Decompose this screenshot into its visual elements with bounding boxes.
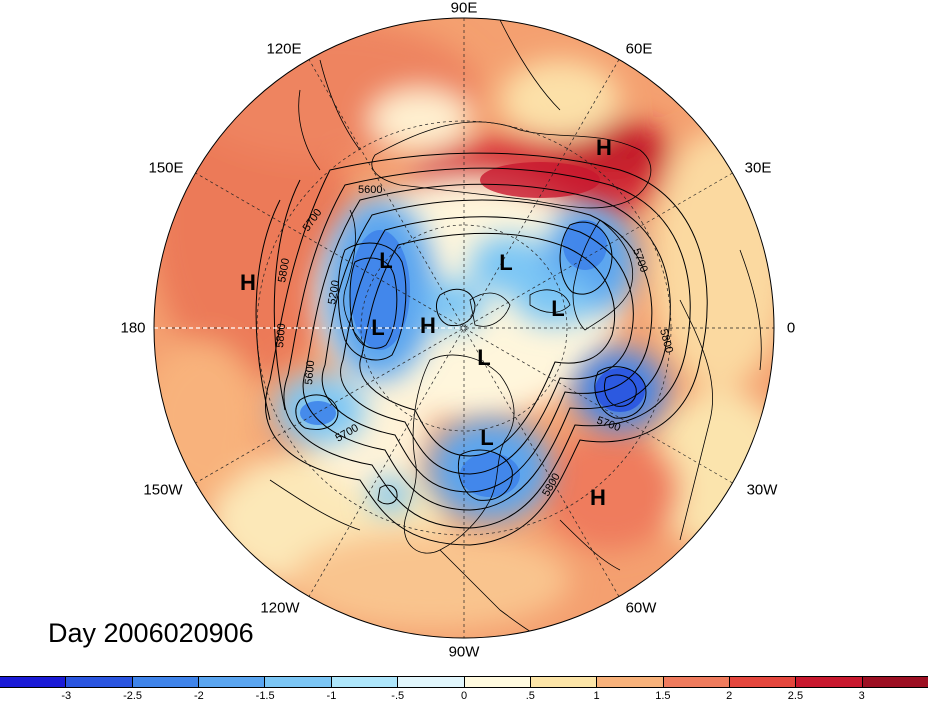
- polar-stereographic-map: 5600 5700 5800 5200 5800 5600 5700 5700 …: [153, 17, 775, 639]
- colorbar-segment: [530, 677, 598, 687]
- contour-label: 5800: [276, 257, 292, 283]
- colorbar-segment: [132, 677, 200, 687]
- lon-label-0: 0: [786, 319, 796, 337]
- high-center-atlantic: H: [590, 485, 606, 510]
- colorbar-segment: [0, 677, 67, 687]
- colorbar-tick-label: -1: [326, 690, 337, 702]
- contour-label: 5600: [303, 360, 317, 385]
- pressure-center-group: H H H H L L L L L L: [240, 135, 612, 510]
- colorbar-segment: [265, 677, 332, 687]
- contour-label: 5600: [358, 184, 382, 196]
- colorbar-segment: [464, 677, 531, 687]
- colorbar-tick-label: -.5: [391, 690, 405, 702]
- colorbar-tick-label: -1.5: [255, 690, 275, 702]
- colorbar-tick-label: 1: [593, 690, 600, 702]
- colorbar-segment: [597, 677, 664, 687]
- lon-label-120w: 120W: [260, 599, 300, 617]
- lon-label-60w: 60W: [625, 599, 657, 617]
- colorbar-tick-label: 2.5: [787, 690, 804, 702]
- lon-label-60e: 60E: [625, 40, 653, 58]
- lon-label-30w: 30W: [746, 481, 778, 499]
- low-center-canada-north: L: [477, 345, 490, 370]
- high-center-russia: H: [596, 135, 612, 160]
- coastlines: [269, 19, 762, 638]
- colorbar-tick-label: -3: [61, 690, 72, 702]
- page-title: Day 2006020906: [48, 618, 254, 648]
- lon-label-180: 180: [120, 319, 146, 337]
- colorbar-segment: [398, 677, 465, 687]
- colorbar-segment: [729, 677, 797, 687]
- colorbar-tick-label: 1.5: [655, 690, 671, 702]
- lon-label-150e: 150E: [148, 159, 184, 177]
- low-center-hudson: L: [480, 425, 493, 450]
- lon-label-90e: 90E: [450, 0, 478, 17]
- contour-label: 5800: [274, 323, 288, 348]
- colorbar-segment: [199, 677, 266, 687]
- colorbar-segment: [66, 677, 133, 687]
- colorbar-segment: [862, 677, 928, 687]
- colorbar-tick-label: 0: [460, 690, 468, 702]
- contour-label: 5200: [326, 279, 342, 305]
- colorbar-tick-label: 2: [726, 690, 733, 702]
- colorbar-tick-label: -2: [193, 690, 204, 702]
- low-center-siberia-north: L: [379, 248, 392, 273]
- colorbar-segment: [331, 677, 399, 687]
- colorbar-segment: [663, 677, 730, 687]
- low-center-siberia-south: L: [371, 315, 384, 340]
- high-center-north-pacific: H: [240, 270, 256, 295]
- colorbar-tick-label: .5: [525, 690, 535, 702]
- colorbar-segment: [796, 677, 863, 687]
- map-boundary: [153, 17, 775, 639]
- colorbar-tick-label: 3: [858, 690, 865, 702]
- lon-label-90w: 90W: [448, 643, 480, 661]
- colorbar-tick-label: -2.5: [123, 690, 143, 702]
- low-center-scandinavia: L: [551, 296, 564, 321]
- lon-label-150w: 150W: [143, 481, 183, 499]
- high-center-arctic: H: [420, 313, 436, 338]
- lon-label-30e: 30E: [744, 159, 772, 177]
- lat-lon-grid: [154, 18, 774, 638]
- colorbar: [0, 676, 928, 688]
- colorbar-tick-labels: -3 -2.5 -2 -1.5 -1 -.5 0 .5 1 1.5 2 2.5 3: [0, 690, 928, 702]
- height-contours: [255, 152, 708, 546]
- low-center-kara: L: [499, 250, 512, 275]
- lon-label-120e: 120E: [266, 40, 302, 58]
